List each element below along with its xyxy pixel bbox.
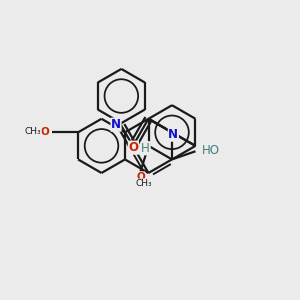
Text: H: H — [141, 142, 150, 155]
Text: N: N — [168, 128, 178, 141]
Text: CH₃: CH₃ — [135, 179, 152, 188]
Text: CH₃: CH₃ — [25, 127, 41, 136]
Text: O: O — [136, 172, 145, 182]
Text: O: O — [128, 141, 138, 154]
Text: O: O — [40, 127, 50, 137]
Text: HO: HO — [202, 144, 220, 157]
Text: N: N — [111, 118, 121, 131]
